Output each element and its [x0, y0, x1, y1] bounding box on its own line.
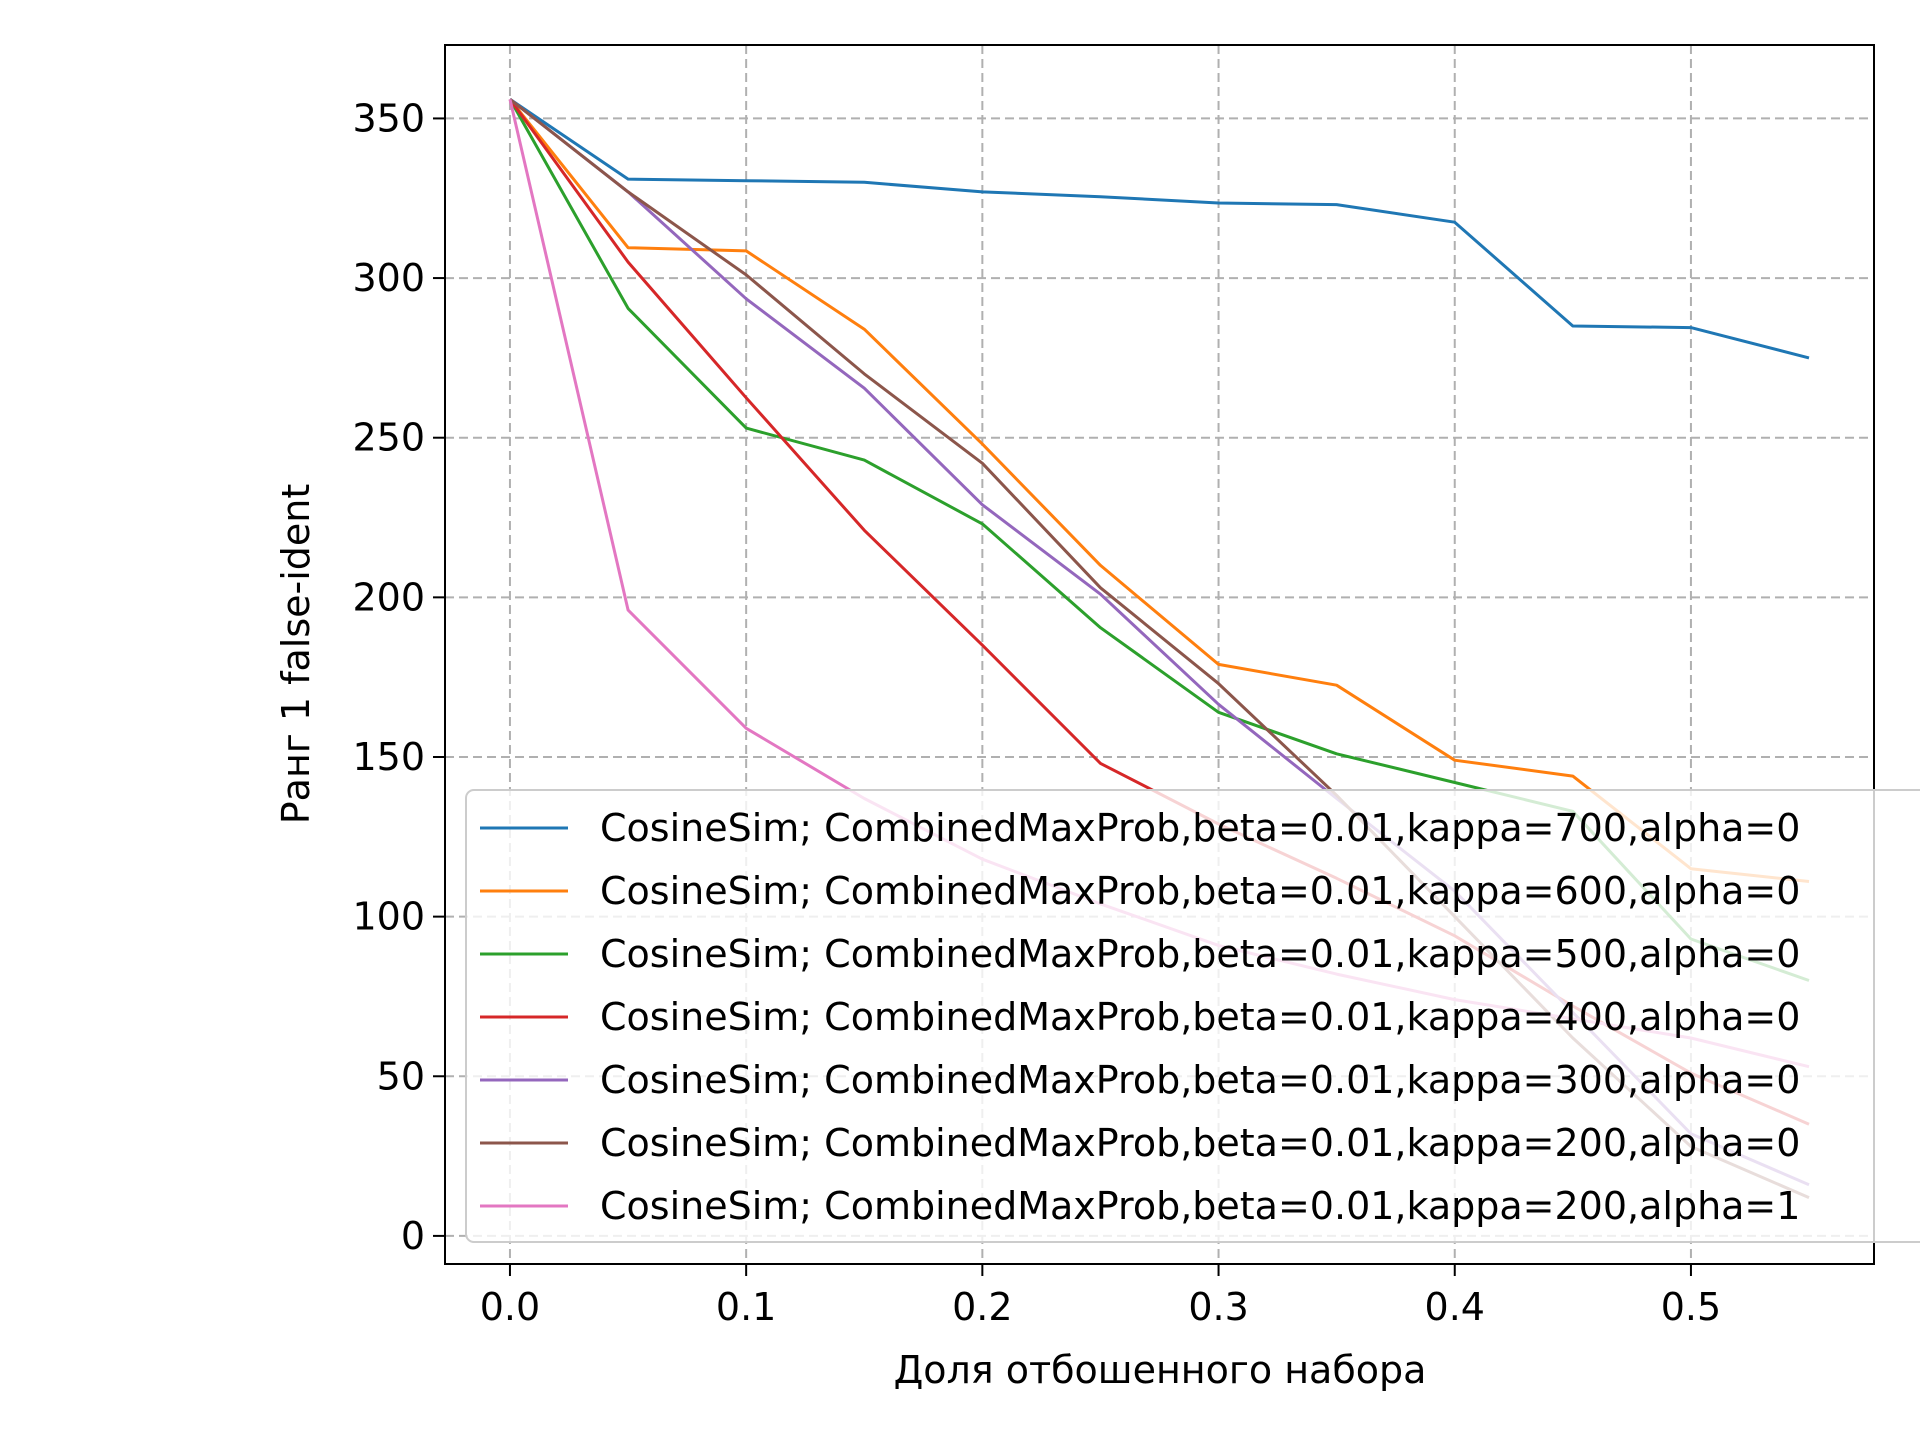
y-axis-label: Ранг 1 false-ident: [274, 484, 318, 825]
y-tick-label: 300: [352, 256, 425, 300]
plot-frame: [444, 44, 1875, 1265]
series-line: [509, 98, 1810, 360]
legend-entry: CosineSim; CombinedMaxProb,beta=0.01,kap…: [600, 1184, 1800, 1228]
x-tick-label: 0.1: [716, 1285, 776, 1329]
y-tick-label: 50: [377, 1054, 425, 1098]
legend-box: [465, 789, 1920, 1243]
y-tick-label: 350: [352, 96, 425, 140]
y-axis: 0 50 100 150 200 250 300 350: [352, 96, 445, 1258]
x-axis: 0.0 0.1 0.2 0.3 0.4 0.5: [480, 1264, 1721, 1329]
x-axis-label: Доля отбошенного набора: [894, 1348, 1427, 1392]
y-tick-label: 150: [352, 735, 425, 779]
y-tick-label: 250: [352, 416, 425, 460]
legend-entry: CosineSim; CombinedMaxProb,beta=0.01,kap…: [600, 932, 1800, 976]
x-tick-label: 0.4: [1425, 1285, 1485, 1329]
legend-entry: CosineSim; CombinedMaxProb,beta=0.01,kap…: [600, 806, 1800, 850]
x-tick-label: 0.0: [480, 1285, 540, 1329]
legend: CosineSim; CombinedMaxProb,beta=0.01,kap…: [465, 789, 1920, 1243]
legend-entry: CosineSim; CombinedMaxProb,beta=0.01,kap…: [600, 1121, 1800, 1165]
y-tick-label: 200: [352, 575, 425, 619]
legend-entry: CosineSim; CombinedMaxProb,beta=0.01,kap…: [600, 1058, 1800, 1102]
legend-entry: CosineSim; CombinedMaxProb,beta=0.01,kap…: [600, 995, 1800, 1039]
legend-entry: CosineSim; CombinedMaxProb,beta=0.01,kap…: [600, 869, 1800, 913]
x-tick-label: 0.2: [952, 1285, 1012, 1329]
x-tick-label: 0.5: [1661, 1285, 1721, 1329]
y-tick-label: 100: [352, 895, 425, 939]
y-tick-label: 0: [401, 1214, 425, 1258]
x-tick-label: 0.3: [1188, 1285, 1248, 1329]
